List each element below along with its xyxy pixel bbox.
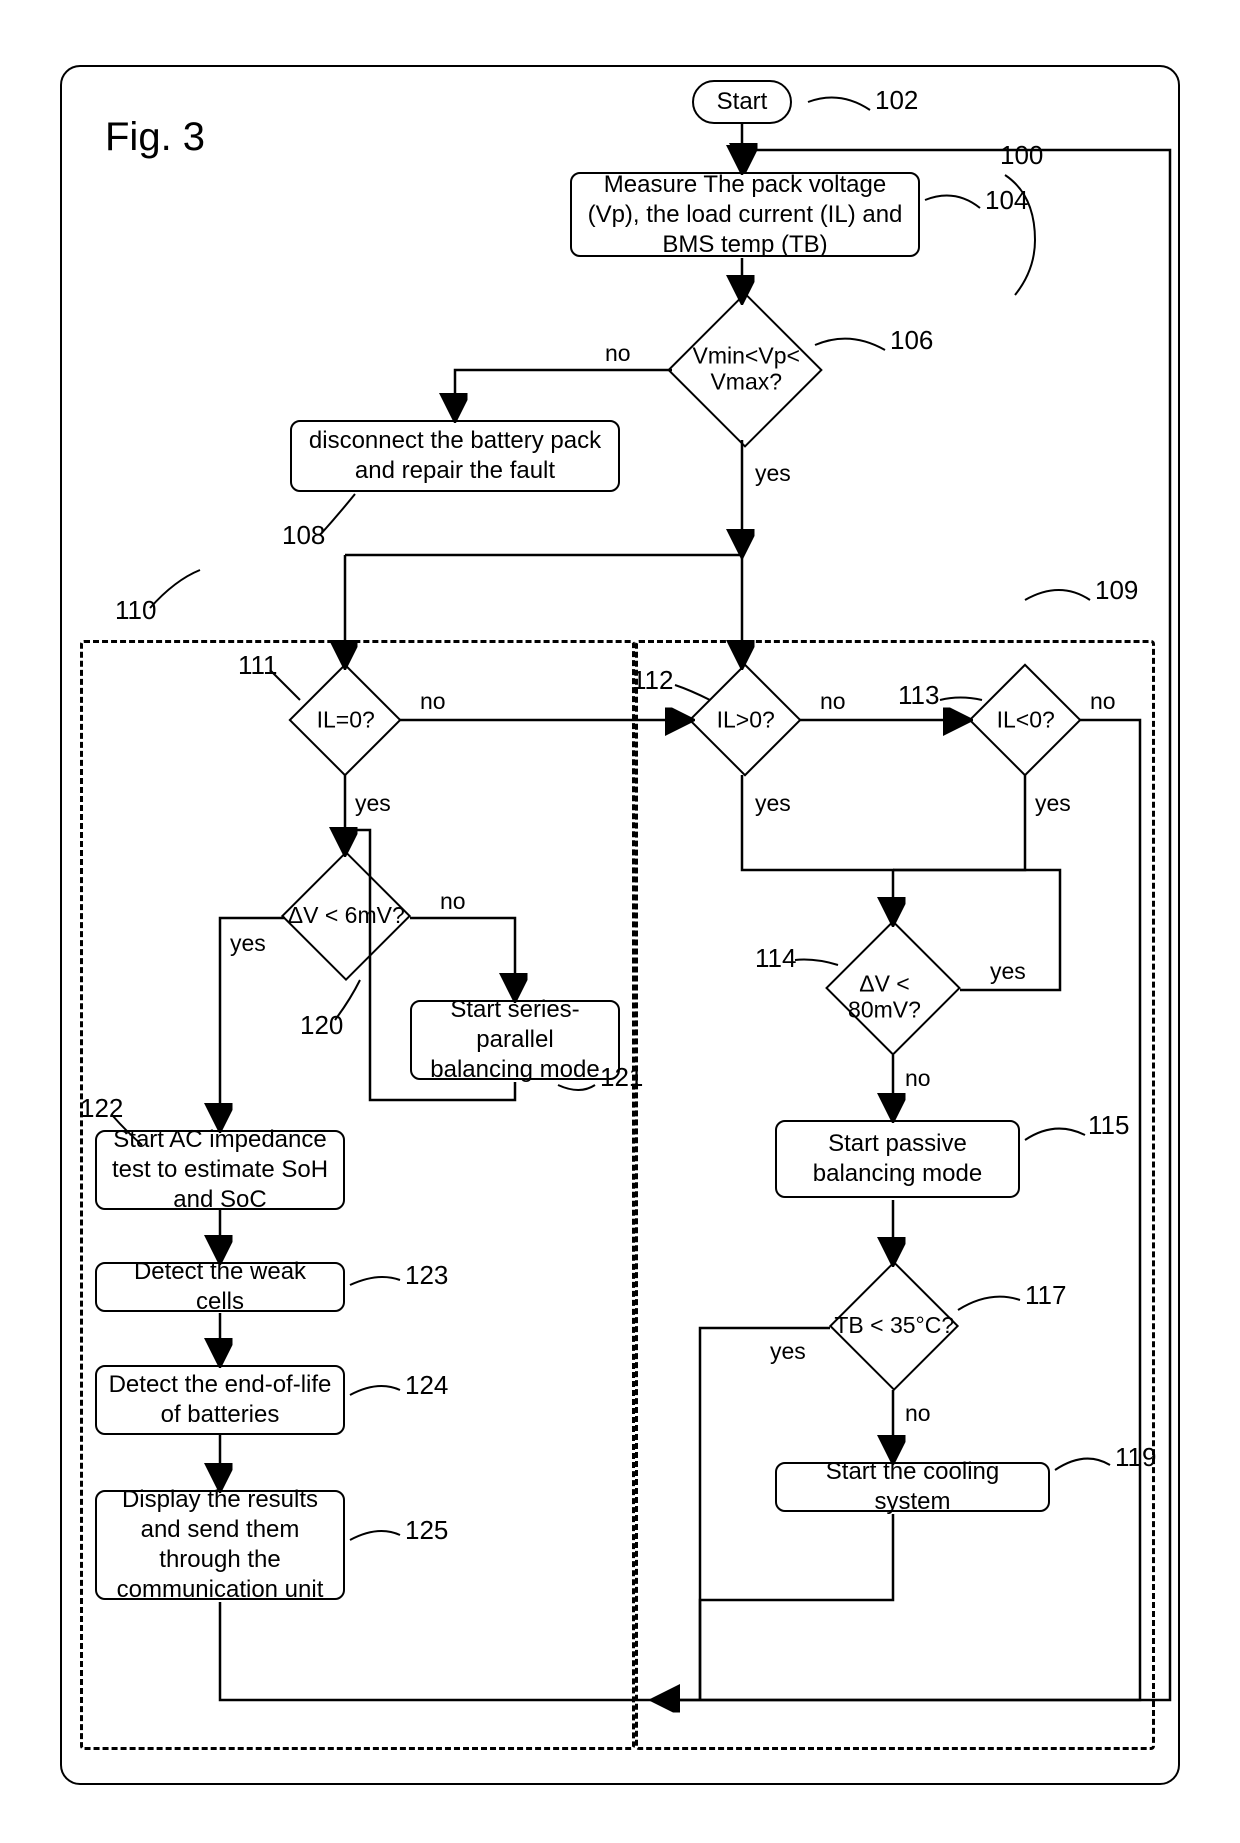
flowchart-canvas: Fig. 3 Start Measure The pack voltage (V… — [0, 0, 1240, 1843]
lbl-dv6-yes: yes — [230, 930, 266, 957]
ref-115: 115 — [1088, 1110, 1129, 1141]
ref-117: 117 — [1025, 1280, 1066, 1311]
il-neg-text: IL<0? — [972, 706, 1078, 732]
ref-124: 124 — [405, 1370, 448, 1401]
ref-120: 120 — [300, 1010, 343, 1041]
lbl-ilpos-yes: yes — [755, 790, 791, 817]
cooling-text: Start the cooling system — [787, 1457, 1038, 1517]
lbl-vrange-yes: yes — [755, 460, 791, 487]
display-box: Display the results and send them throug… — [95, 1490, 345, 1600]
disconnect-box: disconnect the battery pack and repair t… — [290, 420, 620, 492]
lbl-tb-no: no — [905, 1400, 931, 1427]
measure-text: Measure The pack voltage (Vp), the load … — [582, 170, 908, 260]
ref-119: 119 — [1115, 1442, 1156, 1473]
ref-100: 100 — [1000, 140, 1043, 171]
lbl-vrange-no: no — [605, 340, 631, 367]
series-parallel-box: Start series-parallel balancing mode — [410, 1000, 620, 1080]
vrange-text: Vmin<Vp< Vmax? — [672, 343, 820, 396]
eol-text: Detect the end-of-life of batteries — [107, 1370, 333, 1430]
ref-106: 106 — [890, 325, 933, 356]
dv80-text: ΔV < 80mV? — [820, 971, 949, 1024]
dv6-text: ΔV < 6mV? — [285, 902, 408, 928]
ref-123: 123 — [405, 1260, 448, 1291]
lbl-ilzero-no: no — [420, 688, 446, 715]
ref-109: 109 — [1095, 575, 1138, 606]
ref-121: 121 — [600, 1062, 643, 1093]
lbl-ilneg-no: no — [1090, 688, 1116, 715]
cooling-box: Start the cooling system — [775, 1462, 1050, 1512]
lbl-dv80-no: no — [905, 1065, 931, 1092]
ref-112: 112 — [632, 665, 673, 696]
ac-imp-text: Start AC impedance test to estimate SoH … — [107, 1125, 333, 1215]
ref-114: 114 — [755, 943, 796, 974]
ref-125: 125 — [405, 1515, 448, 1546]
ac-imp-box: Start AC impedance test to estimate SoH … — [95, 1130, 345, 1210]
disconnect-text: disconnect the battery pack and repair t… — [302, 426, 608, 486]
measure-box: Measure The pack voltage (Vp), the load … — [570, 172, 920, 257]
lbl-ilpos-no: no — [820, 688, 846, 715]
series-parallel-text: Start series-parallel balancing mode — [422, 995, 608, 1085]
ref-111: 111 — [238, 650, 278, 681]
ref-113: 113 — [898, 680, 939, 711]
passive-text: Start passive balancing mode — [787, 1129, 1008, 1189]
ref-122: 122 — [80, 1093, 123, 1124]
lbl-dv80-yes: yes — [990, 958, 1026, 985]
ref-102: 102 — [875, 85, 918, 116]
lbl-ilzero-yes: yes — [355, 790, 391, 817]
tb35-text: TB < 35°C? — [833, 1312, 956, 1338]
ref-104: 104 — [985, 185, 1028, 216]
start-node: Start — [692, 80, 792, 124]
start-label: Start — [717, 88, 768, 116]
lbl-tb-yes: yes — [770, 1338, 806, 1365]
lbl-ilneg-yes: yes — [1035, 790, 1071, 817]
il-zero-text: IL=0? — [292, 706, 398, 732]
figure-title: Fig. 3 — [105, 115, 205, 160]
weak-box: Detect the weak cells — [95, 1262, 345, 1312]
eol-box: Detect the end-of-life of batteries — [95, 1365, 345, 1435]
weak-text: Detect the weak cells — [107, 1257, 333, 1317]
display-text: Display the results and send them throug… — [107, 1485, 333, 1605]
lbl-dv6-no: no — [440, 888, 466, 915]
il-pos-text: IL>0? — [692, 706, 798, 732]
ref-108: 108 — [282, 520, 325, 551]
ref-110: 110 — [115, 595, 156, 626]
passive-box: Start passive balancing mode — [775, 1120, 1020, 1198]
